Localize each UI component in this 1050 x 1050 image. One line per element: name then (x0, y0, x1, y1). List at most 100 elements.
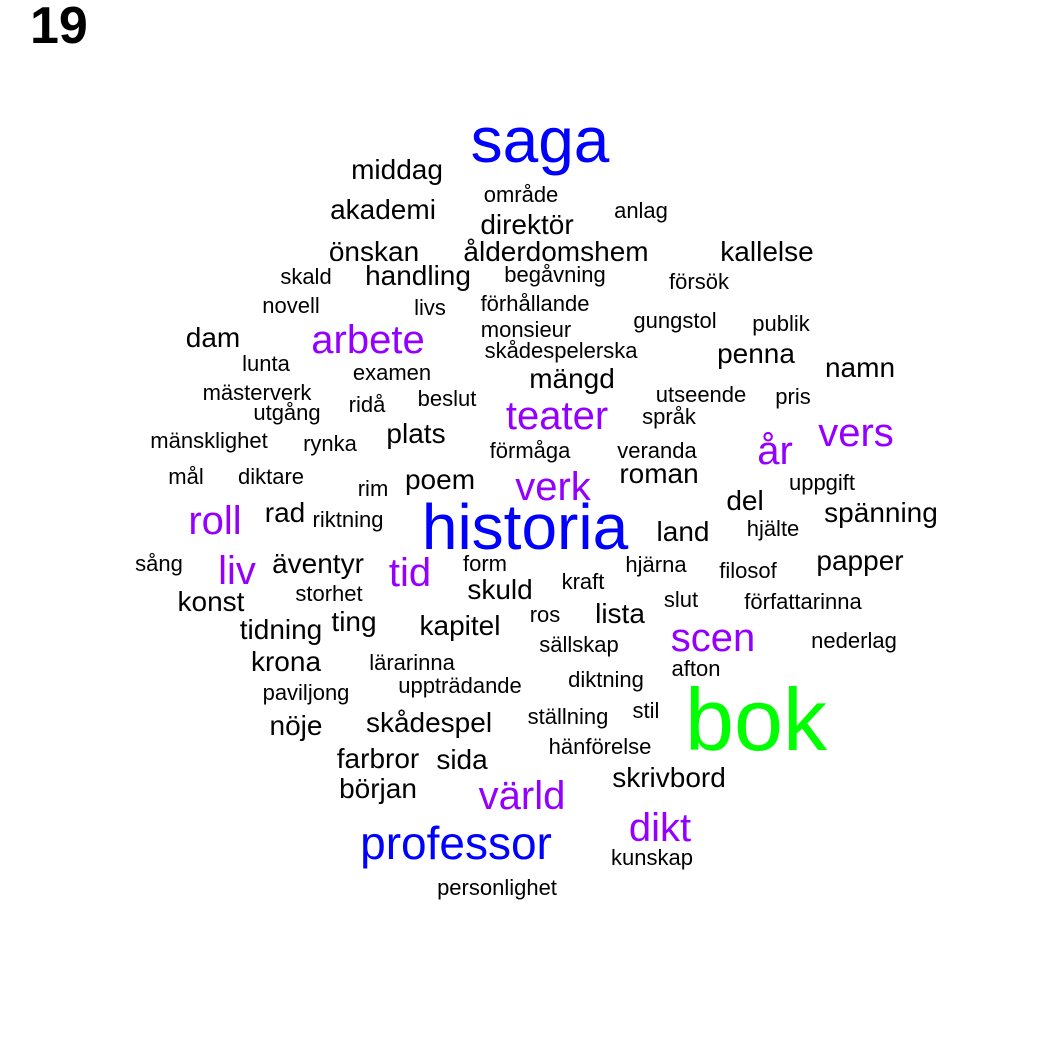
word-akademi-3: akademi (330, 194, 436, 225)
word-farbror-91: farbror (336, 743, 420, 774)
word-vers-35: vers (818, 411, 894, 455)
word-sk-despel-89: skådespel (365, 707, 493, 738)
word-afton-81: afton (671, 656, 721, 681)
word-utseende-29: utseende (655, 382, 747, 407)
word-lunta-23: lunta (242, 351, 290, 376)
word-roman-44: roman (619, 458, 699, 489)
word-roll-50: roll (188, 499, 242, 543)
word-paviljong-84: paviljong (262, 680, 350, 705)
word-namn-24: namn (824, 352, 896, 383)
word-s-llskap-77: sällskap (539, 632, 619, 657)
word-plats-38: plats (386, 418, 446, 449)
word-hj-rna-62: hjärna (625, 552, 687, 577)
word-skuld-66: skuld (467, 574, 533, 605)
word-skrivbord-93: skrivbord (612, 762, 726, 793)
word-kunskap-98: kunskap (611, 845, 693, 870)
word-utg-ng-31: utgång (253, 400, 321, 425)
word-kapitel-75: kapitel (419, 610, 501, 641)
word-beslut-28: beslut (417, 386, 477, 411)
word-pris-30: pris (775, 384, 811, 409)
word-r-39: år (757, 429, 793, 473)
word-examen-25: examen (352, 360, 432, 385)
panel-number-label: 19 (30, 0, 88, 55)
word-b-rjan-94: början (339, 773, 417, 804)
word-h-nf-relse-90: hänförelse (548, 734, 652, 759)
word-spr-k-34: språk (642, 404, 696, 429)
word-poem-46: poem (404, 464, 476, 495)
word-ventyr-58: äventyr (272, 548, 364, 579)
word-del-49: del (726, 485, 764, 516)
word-diktare-43: diktare (237, 464, 305, 489)
word-middag-1: middag (351, 154, 443, 185)
word-form-61: form (463, 551, 507, 576)
word-tidning-74: tidning (239, 614, 323, 645)
word-verk-47: verk (515, 465, 591, 509)
word-saga-0: saga (470, 104, 610, 176)
word-anlag-4: anlag (614, 198, 668, 223)
word-rid-32: ridå (348, 392, 386, 417)
word-rad-51: rad (264, 497, 306, 528)
word-s-ng-57: sång (135, 551, 183, 576)
word-m-nsklighet-36: mänsklighet (150, 428, 268, 453)
word-veranda-41: veranda (617, 438, 697, 463)
word-sk-despelerska-21: skådespelerska (484, 338, 638, 363)
word-hj-lte-56: hjälte (746, 516, 800, 541)
word-riktning-52: riktning (312, 507, 384, 532)
word-lista-73: lista (595, 598, 645, 629)
word-filosof-63: filosof (719, 558, 777, 583)
word-kallelse-8: kallelse (720, 236, 814, 267)
word-upptr-dande-83: uppträdande (398, 673, 522, 698)
word-professor-97: professor (360, 817, 552, 869)
word-nederlag-78: nederlag (811, 628, 897, 653)
word-tid-60: tid (388, 551, 432, 595)
word-land-55: land (656, 516, 710, 547)
word-skald-9: skald (280, 264, 332, 289)
word-ros-72: ros (529, 602, 561, 627)
word-ting-71: ting (331, 606, 377, 637)
word-sida-92: sida (436, 744, 488, 775)
word-rim-45: rim (357, 476, 389, 501)
word-kraft-67: kraft (561, 569, 605, 594)
word-stil-86: stil (632, 698, 660, 723)
word-f-rh-llande-15: förhållande (480, 291, 590, 316)
word-slut-69: slut (663, 587, 699, 612)
word-penna-22: penna (717, 338, 795, 369)
word-l-rarinna-80: lärarinna (369, 650, 455, 675)
word-publik-17: publik (752, 311, 810, 336)
word-livs-14: livs (414, 295, 446, 320)
word-m-ngd-26: mängd (529, 363, 615, 394)
word-dikt-96: dikt (628, 806, 692, 850)
word-lderdomshem-7: ålderdomshem (463, 236, 649, 267)
word-konst-68: konst (177, 586, 245, 617)
word-handling-10: handling (365, 260, 471, 291)
word-sp-nning-54: spänning (824, 497, 938, 528)
word-f-rm-ga-40: förmåga (489, 438, 571, 463)
word-dam-18: dam (185, 322, 241, 353)
word-f-rfattarinna-70: författarinna (744, 589, 862, 614)
word-st-llning-87: ställning (527, 704, 609, 729)
word-monsieur-20: monsieur (480, 317, 572, 342)
word-omr-de-2: område (483, 182, 559, 207)
word-scen-76: scen (670, 616, 756, 660)
word-rynka-37: rynka (303, 431, 357, 456)
word-gungstol-16: gungstol (633, 308, 717, 333)
word-papper-64: papper (816, 545, 904, 576)
word-nskan-6: önskan (328, 236, 420, 267)
word-liv-59: liv (218, 549, 256, 593)
word-beg-vning-11: begåvning (504, 262, 606, 287)
word-n-je-88: nöje (269, 710, 323, 741)
word-m-l-42: mål (168, 464, 204, 489)
word-bok-85: bok (685, 670, 827, 769)
word-historia-53: historia (421, 491, 629, 563)
word-personlighet-99: personlighet (437, 875, 557, 900)
word-novell-13: novell (262, 293, 320, 318)
word-m-sterverk-27: mästerverk (202, 380, 312, 405)
word-uppgift-48: uppgift (788, 470, 856, 495)
word-storhet-65: storhet (295, 581, 363, 606)
word-v-rld-95: värld (478, 774, 566, 818)
word-diktning-82: diktning (568, 667, 644, 692)
word-teater-33: teater (505, 394, 609, 438)
word-direkt-r-5: direktör (480, 209, 574, 240)
